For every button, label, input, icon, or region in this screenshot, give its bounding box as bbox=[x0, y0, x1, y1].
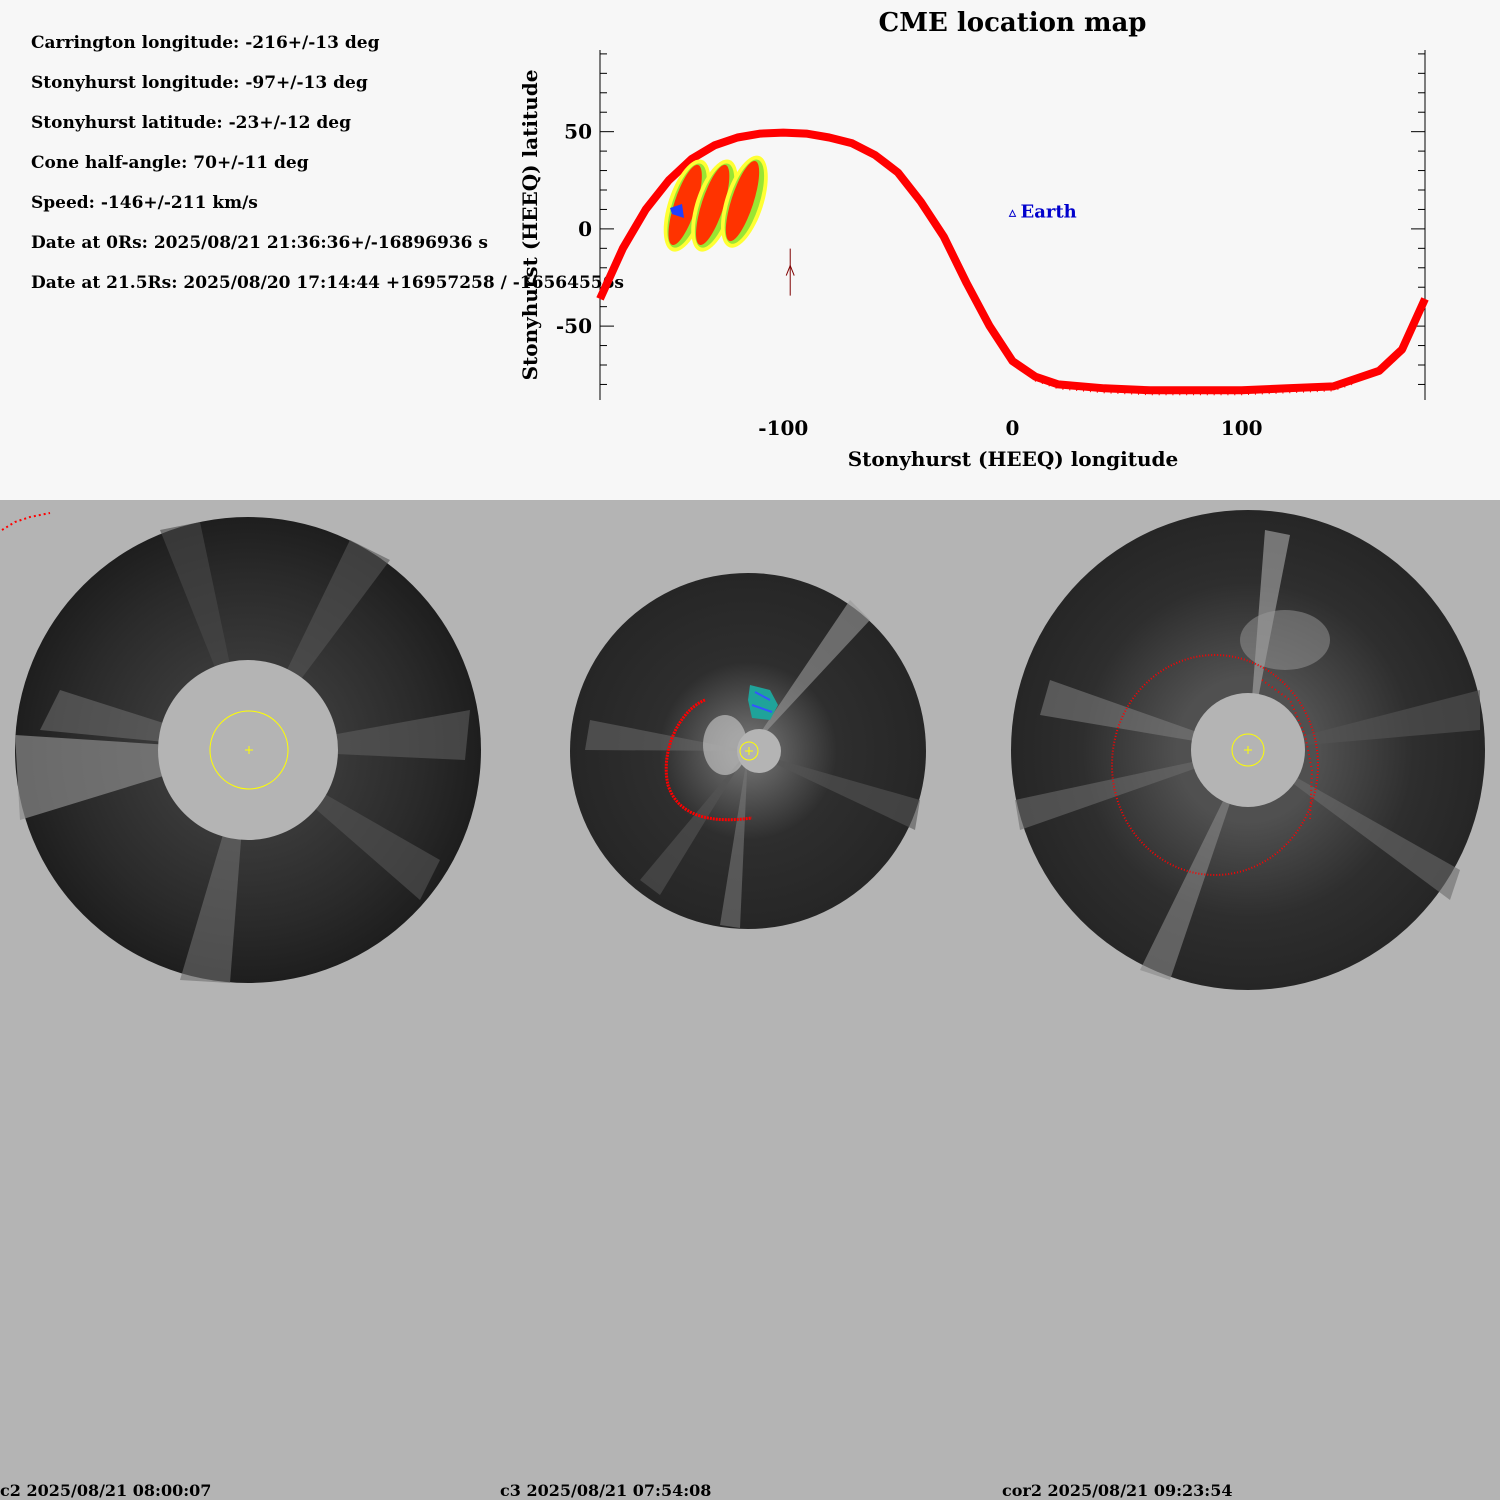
cme-location-map: 50 0 -50 -100 0 100 Earth bbox=[556, 50, 1429, 440]
c2-cme-fragment bbox=[1, 512, 51, 531]
earth-label: Earth bbox=[1021, 201, 1077, 222]
stonyhurst-longitude-text: Stonyhurst longitude: -97+/-13 deg bbox=[31, 73, 368, 93]
cme-patch-2 bbox=[691, 159, 738, 252]
coronagraph-images bbox=[1, 510, 1485, 990]
x-tick-label: 100 bbox=[1221, 416, 1263, 440]
stonyhurst-latitude-text: Stonyhurst latitude: -23+/-12 deg bbox=[31, 113, 352, 133]
c2-panel-label: c2 2025/08/21 08:00:07 bbox=[0, 1481, 212, 1500]
c3-panel-label: c3 2025/08/21 07:54:08 bbox=[500, 1481, 712, 1500]
date-0rs-text: Date at 0Rs: 2025/08/21 21:36:36+/-16896… bbox=[31, 233, 488, 253]
carrington-longitude-text: Carrington longitude: -216+/-13 deg bbox=[31, 33, 380, 53]
c3-cme-outline bbox=[664, 698, 753, 822]
chart-title: CME location map bbox=[878, 8, 1147, 38]
x-tick-label: 0 bbox=[1006, 416, 1020, 440]
date-21rs-text: Date at 21.5Rs: 2025/08/20 17:14:44 +169… bbox=[31, 273, 625, 293]
c2-coronagraph-image bbox=[1, 512, 481, 983]
cor2-sun-center-icon bbox=[1244, 746, 1252, 754]
cor2-coronagraph-image bbox=[1011, 510, 1485, 990]
y-tick-label: 0 bbox=[578, 217, 592, 241]
cor2-panel-label: cor2 2025/08/21 09:23:54 bbox=[1002, 1481, 1233, 1500]
cme-patch-1 bbox=[663, 159, 711, 252]
cone-half-angle-text: Cone half-angle: 70+/-11 deg bbox=[31, 153, 309, 173]
cme-outline-curve bbox=[596, 128, 1429, 395]
y-axis-label: Stonyhurst (HEEQ) latitude bbox=[518, 69, 542, 381]
cme-marker bbox=[785, 248, 795, 296]
x-axis-label: Stonyhurst (HEEQ) longitude bbox=[847, 447, 1179, 471]
earth-icon bbox=[1008, 209, 1017, 217]
c2-sun-center-icon bbox=[245, 746, 253, 754]
cme-patch-fragment bbox=[670, 204, 684, 218]
cor2-cme-outline bbox=[1111, 654, 1319, 876]
earth-marker: Earth bbox=[1008, 201, 1077, 222]
y-tick-label: -50 bbox=[556, 314, 592, 338]
cme-map-region: Carrington longitude: -216+/-13 deg Ston… bbox=[0, 0, 1500, 500]
c3-coronagraph-image bbox=[570, 573, 926, 929]
cme-patches bbox=[663, 155, 768, 252]
c3-sun-center-icon bbox=[745, 747, 753, 755]
cme-outline bbox=[596, 128, 1429, 396]
chart-axes bbox=[599, 50, 1426, 400]
c3-sun-circle bbox=[739, 741, 759, 761]
coronagraph-panels: c2 2025/08/21 08:00:07 c3 2025/08/21 07:… bbox=[0, 500, 1500, 1500]
chart-ticks: 50 0 -50 -100 0 100 bbox=[556, 53, 1425, 440]
y-tick-label: 50 bbox=[564, 120, 592, 144]
x-tick-label: -100 bbox=[758, 416, 808, 440]
cme-patch-3 bbox=[720, 155, 768, 248]
c2-sun-circle bbox=[209, 710, 289, 790]
cor2-sun-circle bbox=[1231, 733, 1265, 767]
speed-text: Speed: -146+/-211 km/s bbox=[31, 193, 258, 213]
